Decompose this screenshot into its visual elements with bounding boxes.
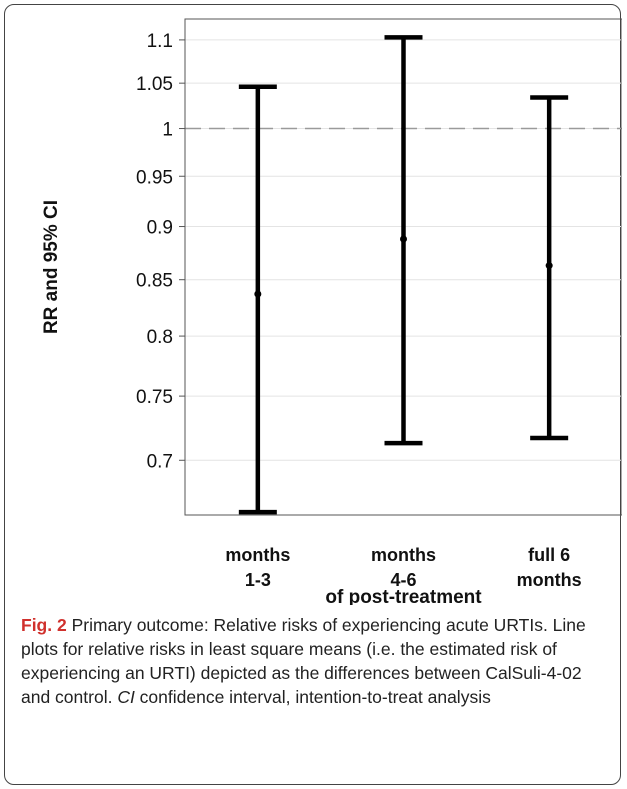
errorbar-chart: 0.7 0.75 0.8 0.85 0.9 0.95 1 1.05 1.1 months 1-3 m… (5, 5, 622, 605)
y-tick-label: 1.1 (147, 31, 173, 52)
x-category-label: months (225, 545, 290, 565)
y-tick-label: 0.85 (136, 271, 173, 292)
y-tick-label: 0.95 (136, 167, 173, 188)
x-category-label: months (517, 570, 582, 590)
caption-label: Fig. 2 (21, 615, 67, 635)
x-category-label: full 6 (528, 545, 570, 565)
y-tick-label: 1.05 (136, 74, 173, 95)
x-axis-title: of post-treatment (325, 587, 482, 605)
y-tick-label: 0.9 (147, 218, 173, 239)
caption-ci-term: CI (117, 687, 135, 707)
x-category-label: 1-3 (245, 570, 271, 590)
figure-frame: 0.7 0.75 0.8 0.85 0.9 0.95 1 1.05 1.1 months 1-3 m… (4, 4, 621, 785)
figure-caption: Fig. 2 Primary outcome: Relative risks o… (21, 613, 611, 709)
y-tick-label: 0.7 (147, 451, 173, 472)
caption-text-part2: confidence interval, intention-to-treat … (135, 687, 491, 707)
y-axis-title: RR and 95% CI (41, 200, 62, 334)
y-tick-label: 0.8 (147, 327, 173, 348)
y-tick-label: 0.75 (136, 387, 173, 408)
x-category-label: months (371, 545, 436, 565)
rr-point (400, 236, 407, 243)
y-axis-ticks: 0.7 0.75 0.8 0.85 0.9 0.95 1 1.05 1.1 (136, 31, 185, 472)
rr-point (546, 262, 553, 269)
rr-point (254, 291, 261, 298)
y-tick-label: 1 (162, 120, 173, 141)
data-marks (239, 37, 568, 512)
